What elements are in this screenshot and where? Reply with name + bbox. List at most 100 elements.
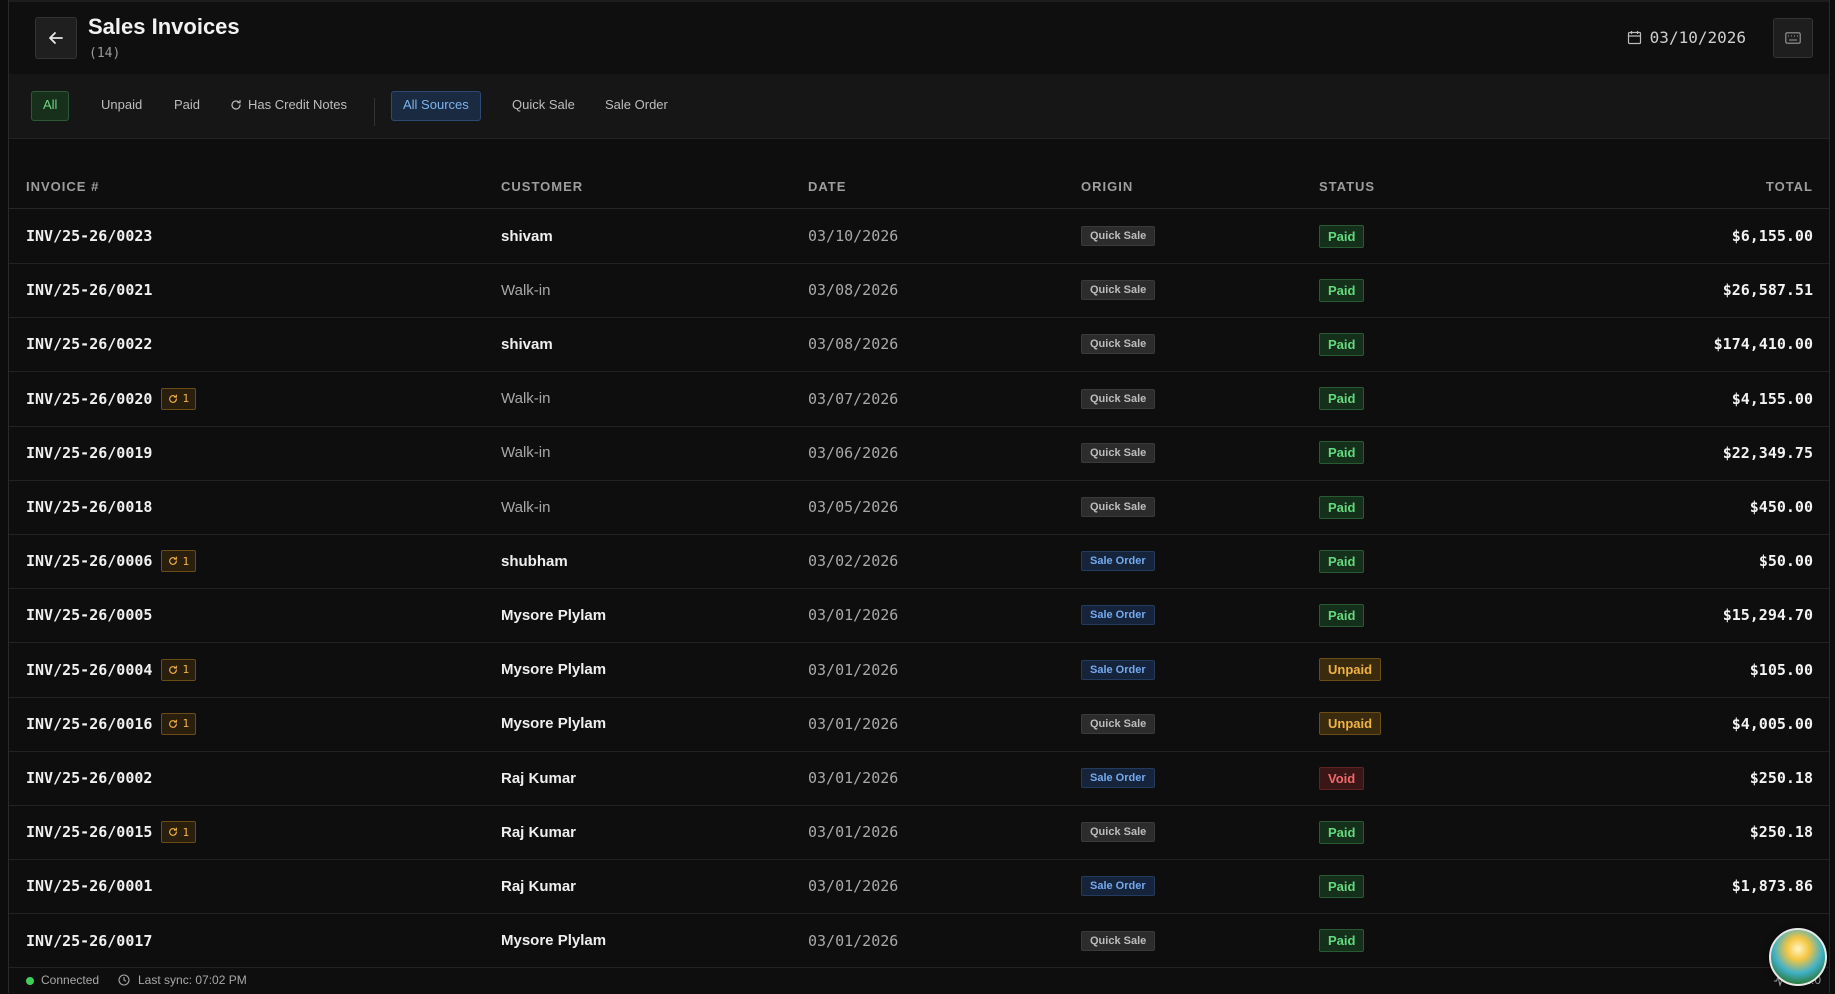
customer-name: Walk-in [501,498,551,516]
table-row[interactable]: INV/25-26/0018 Walk-in 03/05/2026 Quick Sal… [9,480,1829,535]
origin-badge: Sale Order [1081,876,1155,897]
status-bar: Connected Last sync: 07:02 PM v1.0 [9,967,1829,994]
filter-has-credit-notes[interactable]: Has Credit Notes [219,91,358,119]
invoice-total: $105.00 [1749,660,1813,679]
filter-bar: All Unpaid Paid Has Credit Notes All Sou… [9,74,1829,139]
column-total[interactable]: TOTAL [1765,179,1813,194]
invoice-number[interactable]: INV/25-26/0021 [26,281,153,300]
credit-note-badge[interactable]: 1 [161,658,197,681]
table-row[interactable]: INV/25-26/0020 1 Walk-in 03/07/2026 Quick Sa… [9,372,1829,427]
invoice-number[interactable]: INV/25-26/0017 [26,931,153,950]
status-badge: Paid [1319,278,1365,302]
customer-name: Raj Kumar [501,823,577,841]
filter-sale-order[interactable]: Sale Order [605,97,668,112]
origin-badge: Sale Order [1081,768,1155,788]
invoice-number[interactable]: INV/25-26/0015 [26,823,153,842]
invoice-total: $6,155.00 [1731,227,1813,245]
origin-badge: Sale Order [1081,551,1155,572]
status-badge: Paid [1319,603,1365,627]
customer-name: Mysore Plylam [501,932,607,950]
invoice-number[interactable]: INV/25-26/0001 [26,877,153,896]
invoice-date: 03/08/2026 [808,281,899,300]
table-row[interactable]: INV/25-26/0001 Raj Kumar 03/01/2026 Sale Or… [9,859,1829,915]
invoice-date: 03/06/2026 [808,443,899,462]
status-badge: Paid [1319,332,1365,356]
table-row[interactable]: INV/25-26/0022 shivam 03/08/2026 Quick Sale… [9,317,1829,373]
refresh-icon [169,665,178,674]
refresh-icon [169,394,178,403]
table-row[interactable]: INV/25-26/0016 1 Mysore Plylam 03/01/2026 Qu… [9,697,1829,752]
invoice-number[interactable]: INV/25-26/0019 [26,443,153,462]
invoice-number[interactable]: INV/25-26/0018 [26,498,153,516]
table-row[interactable]: INV/25-26/0017 Mysore Plylam 03/01/2026 Qui… [9,914,1829,969]
invoice-date: 03/01/2026 [808,606,899,625]
customer-name: Mysore Plylam [501,715,607,733]
customer-name: Mysore Plylam [501,606,607,624]
invoice-date: 03/01/2026 [808,660,899,679]
invoice-number[interactable]: INV/25-26/0016 [26,714,153,733]
column-customer[interactable]: CUSTOMER [501,179,584,194]
invoice-total: $250.18 [1749,823,1813,842]
invoice-total: $22,349.75 [1722,443,1813,462]
customer-name: Walk-in [501,444,551,462]
selected-date: 03/10/2026 [1649,28,1746,47]
invoice-number[interactable]: INV/25-26/0006 [26,552,153,571]
credit-note-badge[interactable]: 1 [161,387,197,410]
credit-note-badge[interactable]: 1 [161,821,197,844]
table-row[interactable]: INV/25-26/0004 1 Mysore Plylam 03/01/2026 Sa… [9,643,1829,698]
keyboard-icon [1785,32,1801,44]
filter-all-sources[interactable]: All Sources [391,91,481,121]
invoice-date: 03/01/2026 [808,877,899,896]
page-title: Sales Invoices [88,14,240,39]
refresh-icon [169,556,178,566]
origin-badge: Quick Sale [1081,280,1156,301]
column-date[interactable]: DATE [808,179,847,194]
user-avatar[interactable] [1769,928,1827,986]
invoice-date: 03/10/2026 [808,227,899,245]
origin-badge: Quick Sale [1081,226,1156,246]
column-origin[interactable]: ORIGIN [1081,179,1134,194]
customer-name: Walk-in [501,281,551,299]
invoice-number[interactable]: INV/25-26/0022 [26,335,153,354]
table-row[interactable]: INV/25-26/0006 1 shubham 03/02/2026 Sale Ord… [9,534,1829,590]
credit-note-badge[interactable]: 1 [161,550,197,573]
column-invoice[interactable]: INVOICE # [26,179,100,194]
invoice-number[interactable]: INV/25-26/0004 [26,660,153,679]
invoice-count: (14) [89,46,121,61]
filter-paid[interactable]: Paid [174,97,201,112]
customer-name: Walk-in [501,390,551,408]
invoice-total: $250.18 [1749,769,1813,787]
table-row[interactable]: INV/25-26/0023 shivam 03/10/2026 Quick Sale… [9,209,1829,264]
invoice-total: $450.00 [1749,498,1813,516]
origin-badge: Quick Sale [1081,930,1156,951]
table-row[interactable]: INV/25-26/0002 Raj Kumar 03/01/2026 Sale Or… [9,751,1829,806]
credit-note-count: 1 [182,663,190,677]
credit-note-badge[interactable]: 1 [161,712,197,735]
invoice-total: $15,294.70 [1722,606,1813,625]
invoice-number[interactable]: INV/25-26/0005 [26,606,153,625]
invoice-date: 03/01/2026 [808,931,899,950]
back-button[interactable] [35,17,77,59]
status-badge: Paid [1319,820,1365,844]
credit-note-count: 1 [182,717,190,731]
table-row[interactable]: INV/25-26/0019 Walk-in 03/06/2026 Quick Sal… [9,426,1829,481]
table-row[interactable]: INV/25-26/0021 Walk-in 03/08/2026 Quick Sal… [9,263,1829,319]
filter-quick-sale[interactable]: Quick Sale [512,97,575,112]
invoice-number[interactable]: INV/25-26/0023 [26,227,153,245]
connection-indicator [26,977,34,985]
refresh-icon [169,827,178,837]
customer-name: Raj Kumar [501,769,577,787]
column-status[interactable]: STATUS [1319,179,1376,194]
table-row[interactable]: INV/25-26/0015 1 Raj Kumar 03/01/2026 Quick … [9,805,1829,861]
keyboard-shortcuts-button[interactable] [1773,18,1813,58]
table-row[interactable]: INV/25-26/0005 Mysore Plylam 03/01/2026 Sal… [9,588,1829,644]
origin-badge: Quick Sale [1081,388,1156,409]
filter-all[interactable]: All [31,91,70,121]
invoice-total: $26,587.51 [1722,281,1813,300]
invoice-date: 03/01/2026 [808,823,899,842]
date-picker[interactable]: 03/10/2026 [1627,28,1746,47]
invoice-number[interactable]: INV/25-26/0020 [26,389,153,408]
filter-unpaid[interactable]: Unpaid [101,97,143,112]
invoice-number[interactable]: INV/25-26/0002 [26,769,153,787]
invoice-date: 03/02/2026 [808,552,899,571]
